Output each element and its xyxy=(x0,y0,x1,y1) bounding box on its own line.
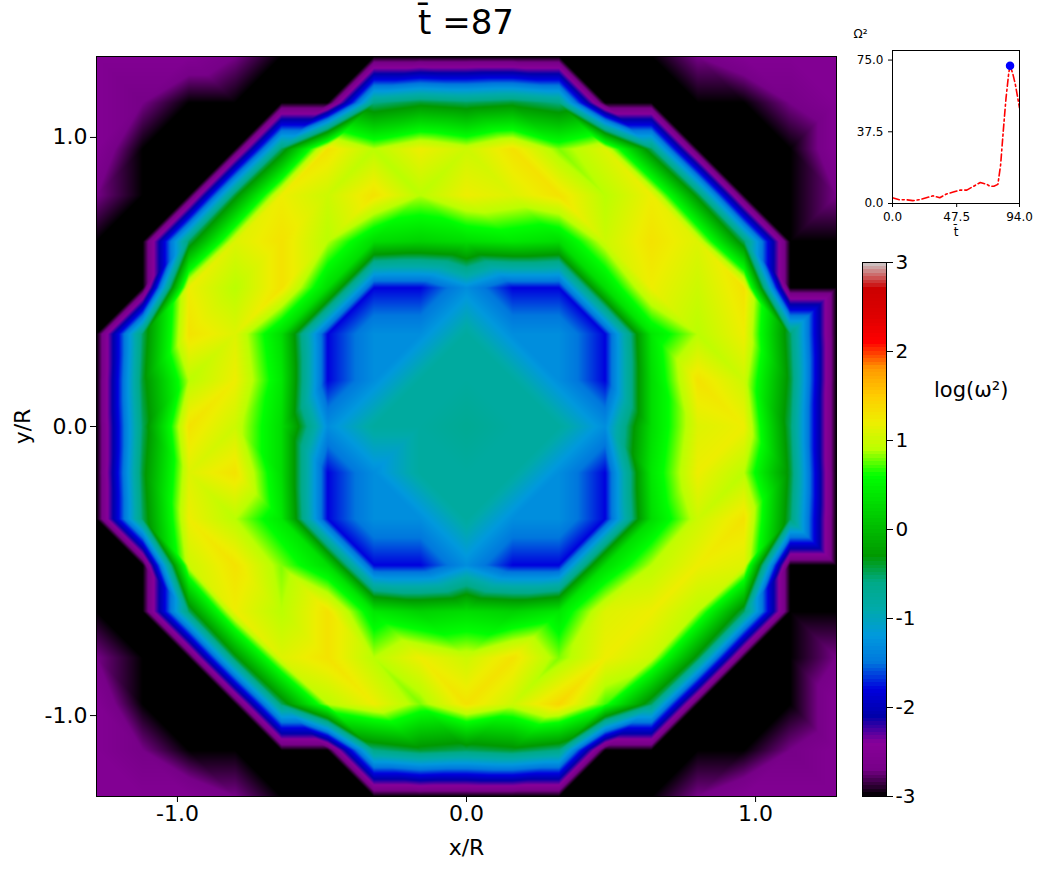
svg-text:y/R: y/R xyxy=(10,409,35,445)
svg-text:-1.0: -1.0 xyxy=(45,703,88,728)
svg-text:x/R: x/R xyxy=(449,835,485,860)
svg-text:75.0: 75.0 xyxy=(857,53,884,67)
svg-text:t̄: t̄ xyxy=(953,224,958,238)
html-text:t̄ =87: t̄ =87 xyxy=(418,2,514,42)
html-text:log(ω²): log(ω²) xyxy=(934,378,1009,402)
svg-text:1.0: 1.0 xyxy=(738,801,773,826)
svg-text:1.0: 1.0 xyxy=(53,124,88,149)
svg-text:0: 0 xyxy=(896,517,909,541)
svg-text:94.0: 94.0 xyxy=(1006,210,1033,224)
svg-text:-1: -1 xyxy=(896,606,916,630)
svg-text:0.0: 0.0 xyxy=(449,801,484,826)
svg-text:3: 3 xyxy=(896,250,909,274)
svg-text:Ω²: Ω² xyxy=(854,27,868,41)
svg-text:37.5: 37.5 xyxy=(857,125,884,139)
svg-text:-3: -3 xyxy=(896,784,916,808)
svg-text:0.0: 0.0 xyxy=(864,196,883,210)
svg-text:0.0: 0.0 xyxy=(883,210,902,224)
svg-text:-1.0: -1.0 xyxy=(156,801,199,826)
svg-text:1: 1 xyxy=(896,428,909,452)
svg-text:47.5: 47.5 xyxy=(943,210,970,224)
svg-text:2: 2 xyxy=(896,339,909,363)
svg-text:0.0: 0.0 xyxy=(53,414,88,439)
svg-text:-2: -2 xyxy=(896,695,916,719)
